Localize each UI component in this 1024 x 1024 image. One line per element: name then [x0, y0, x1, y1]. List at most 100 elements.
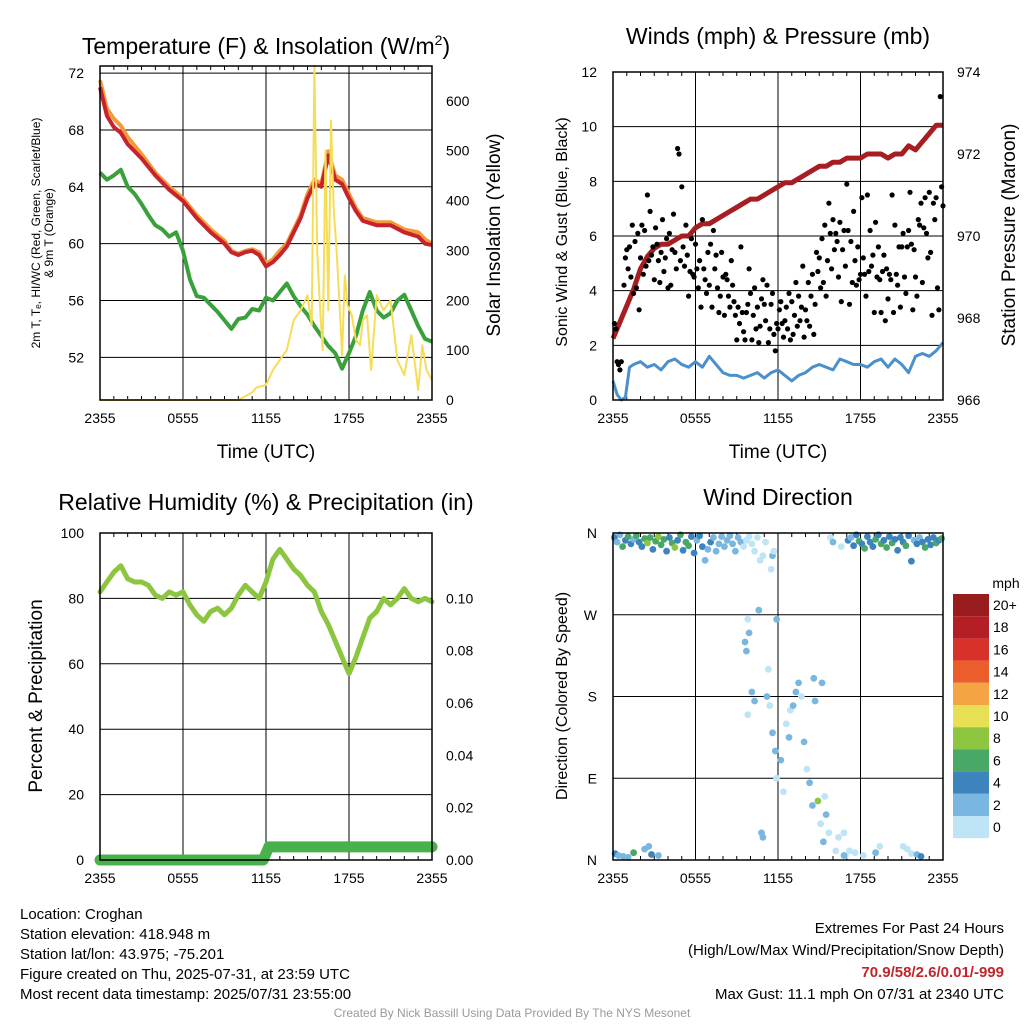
gust-point [670, 211, 677, 217]
colorbar-label: 16 [993, 641, 1009, 657]
x-tick-label: 2355 [927, 870, 958, 886]
gust-point [833, 230, 839, 236]
direction-point [869, 543, 877, 550]
direction-point [859, 852, 867, 859]
gust-point [910, 307, 916, 313]
direction-point [638, 543, 646, 550]
direction-point [685, 542, 692, 550]
direction-point [771, 747, 779, 755]
gust-point [841, 227, 847, 234]
gust-point [934, 285, 941, 291]
gust-point [907, 189, 913, 195]
gust-point [681, 263, 688, 269]
direction-point [825, 829, 833, 837]
gust-point [857, 271, 864, 277]
gust-point [787, 337, 794, 343]
direction-point [847, 534, 855, 541]
gust-point [932, 217, 938, 223]
colorbar-label: 8 [993, 730, 1001, 746]
gust-point [629, 222, 635, 228]
colorbar-label: 14 [993, 664, 1009, 680]
y2-tick-label: 974 [957, 64, 981, 80]
gust-point [636, 307, 642, 313]
gust-point [742, 337, 748, 343]
gust-point [800, 263, 806, 269]
gust-point [776, 307, 783, 313]
gust-point [774, 320, 780, 327]
direction-point [679, 546, 687, 554]
colorbar-swatch [953, 616, 989, 639]
x-tick-label: 0555 [680, 870, 711, 886]
gust-point [659, 217, 666, 223]
direction-point [902, 542, 910, 550]
direction-point [908, 557, 915, 565]
gust-point [721, 312, 728, 318]
direction-point [613, 538, 621, 546]
gust-point [642, 227, 648, 234]
series-line [98, 86, 433, 269]
gust-point [917, 222, 923, 228]
gust-point [780, 334, 787, 340]
gust-point [650, 244, 656, 250]
direction-point [769, 729, 776, 737]
gust-point [684, 252, 690, 258]
chart-panel-3: 0 20 40 60 80 100 0.00 0.02 0.04 0.06 0.08 0.10 2355… [26, 489, 474, 886]
gust-point [736, 320, 743, 327]
y-tick-label: 0 [589, 392, 597, 408]
most-recent-timestamp: Most recent data timestamp: 2025/07/31 2… [20, 986, 352, 1003]
plot-frame [612, 71, 944, 401]
gust-point [633, 285, 640, 291]
colorbar-swatch [953, 793, 989, 816]
gust-point [903, 290, 909, 296]
gust-point [757, 323, 763, 329]
gust-point [686, 293, 692, 299]
x-tick-label: 1755 [845, 410, 876, 426]
extremes-info: Extremes For Past 24 Hours (High/Low/Max… [688, 918, 1004, 1006]
gust-point [921, 225, 927, 231]
gust-point [870, 252, 876, 258]
direction-point [655, 852, 662, 859]
x-tick-label: 1155 [251, 870, 281, 886]
gust-point [868, 263, 875, 269]
gust-point [904, 244, 910, 250]
y-tick-label: 72 [68, 65, 84, 81]
direction-point [840, 829, 848, 837]
y-tick-label: 6 [589, 228, 597, 244]
gust-point [842, 263, 849, 269]
gust-point [915, 217, 921, 223]
gust-point [811, 331, 817, 337]
series-line [611, 341, 945, 402]
gust-point [613, 326, 619, 332]
gust-point [666, 230, 673, 236]
gust-point [852, 258, 858, 264]
direction-point [792, 688, 800, 696]
y-tick-label: S [588, 689, 597, 705]
gust-point [926, 189, 932, 195]
gust-point [654, 241, 660, 247]
max-gust: Max Gust: 11.1 mph On 07/31 at 2340 UTC [714, 986, 1004, 1003]
direction-point [782, 720, 790, 728]
gust-point [805, 279, 811, 286]
gust-point [911, 247, 917, 253]
direction-point [903, 845, 911, 853]
gust-point [937, 94, 943, 100]
direction-point [744, 711, 752, 719]
gust-point [714, 285, 721, 291]
direction-point [740, 543, 747, 550]
gust-point [900, 230, 906, 236]
direction-point [880, 536, 888, 544]
gust-point [778, 299, 784, 305]
direction-point [624, 853, 632, 861]
y2-tick-label: 0.02 [446, 800, 473, 816]
gust-point [708, 241, 714, 247]
gust-point [846, 301, 853, 307]
x-tick-label: 2355 [416, 410, 447, 426]
gust-point [785, 326, 791, 332]
colorbar-label: 20+ [993, 597, 1017, 613]
gust-point [933, 195, 939, 201]
series-line [97, 546, 435, 677]
gust-point [923, 230, 930, 236]
gust-point [892, 222, 898, 228]
gust-point [884, 266, 890, 272]
gust-point [922, 195, 928, 201]
